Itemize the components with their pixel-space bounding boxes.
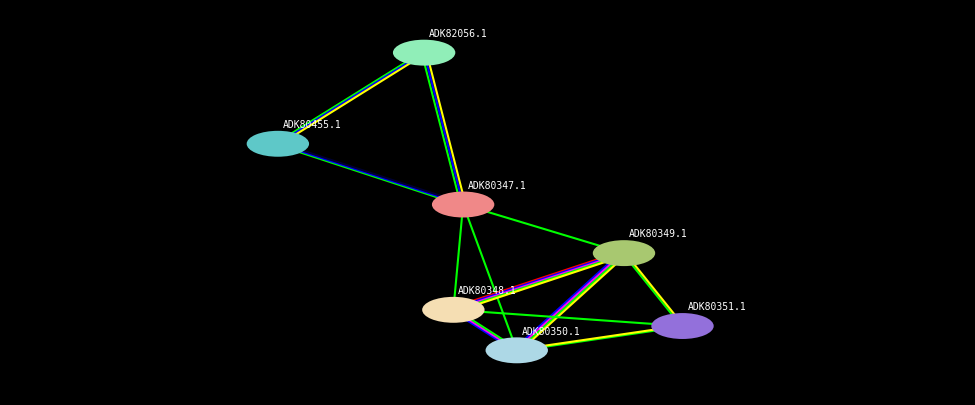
- Circle shape: [432, 192, 494, 217]
- Text: ADK80347.1: ADK80347.1: [468, 181, 526, 191]
- Circle shape: [393, 40, 455, 66]
- Circle shape: [247, 131, 309, 157]
- Circle shape: [486, 337, 548, 363]
- Circle shape: [422, 297, 485, 323]
- Text: ADK80455.1: ADK80455.1: [283, 120, 341, 130]
- Text: ADK80351.1: ADK80351.1: [687, 302, 746, 312]
- Text: ADK82056.1: ADK82056.1: [429, 29, 488, 39]
- Text: ADK80350.1: ADK80350.1: [522, 326, 580, 337]
- Text: ADK80348.1: ADK80348.1: [458, 286, 517, 296]
- Text: ADK80349.1: ADK80349.1: [629, 229, 687, 239]
- Circle shape: [651, 313, 714, 339]
- Circle shape: [593, 240, 655, 266]
